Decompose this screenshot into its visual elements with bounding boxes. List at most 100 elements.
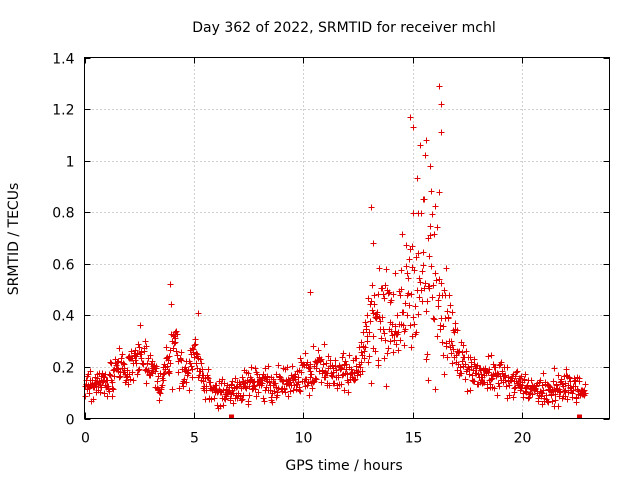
data-point (429, 211, 436, 218)
data-point (420, 262, 427, 269)
data-point (133, 353, 140, 360)
data-point (197, 356, 204, 363)
data-point (459, 349, 466, 356)
data-point (456, 348, 463, 355)
data-point (228, 381, 235, 388)
data-point (533, 383, 540, 390)
data-point (214, 402, 221, 409)
data-point (123, 374, 130, 381)
data-point (427, 163, 434, 170)
data-point (401, 342, 408, 349)
x-tick-label: 15 (405, 431, 423, 447)
data-point (463, 348, 470, 355)
data-point (555, 372, 562, 379)
data-point (426, 253, 433, 260)
data-point (296, 387, 303, 394)
data-point (501, 373, 508, 380)
data-point (412, 303, 419, 310)
data-point (397, 292, 404, 299)
data-point (410, 124, 417, 131)
data-point (552, 397, 559, 404)
data-point (195, 310, 202, 317)
data-point (394, 312, 401, 319)
data-point (280, 378, 287, 385)
data-point (193, 350, 200, 357)
data-point (385, 290, 392, 297)
data-point (462, 361, 469, 368)
data-point (393, 341, 400, 348)
data-point (281, 385, 288, 392)
data-point (381, 295, 388, 302)
data-point (414, 175, 421, 182)
data-point (399, 231, 406, 238)
data-point (492, 364, 499, 371)
x-tick-label: 5 (190, 431, 199, 447)
data-point (370, 333, 377, 340)
data-point (111, 373, 118, 380)
data-point (149, 358, 156, 365)
data-point (175, 369, 182, 376)
data-point (164, 363, 171, 370)
data-point (539, 382, 546, 389)
data-point (404, 312, 411, 319)
data-point (423, 356, 430, 363)
data-point (90, 396, 97, 403)
data-point (329, 373, 336, 380)
data-point (400, 309, 407, 316)
data-point (364, 312, 371, 319)
data-point (441, 287, 448, 294)
data-point (101, 390, 108, 397)
data-point (285, 393, 292, 400)
data-point (174, 352, 181, 359)
data-point (449, 309, 456, 316)
data-point (448, 350, 455, 357)
data-point (152, 368, 159, 375)
data-point (454, 367, 461, 374)
y-tick-label: 0 (66, 413, 75, 429)
data-point (403, 263, 410, 270)
data-point (309, 385, 316, 392)
data-point (190, 349, 197, 356)
data-point (395, 347, 402, 354)
data-point (561, 388, 568, 395)
data-point (438, 101, 445, 108)
data-point (380, 326, 387, 333)
data-point (439, 339, 446, 346)
data-point (553, 381, 560, 388)
data-point (260, 395, 267, 402)
data-point (506, 392, 513, 399)
data-point (332, 357, 339, 364)
data-point (174, 331, 181, 338)
data-point (109, 379, 116, 386)
data-point (420, 249, 427, 256)
data-point (251, 383, 258, 390)
data-point (219, 376, 226, 383)
data-point (259, 380, 266, 387)
data-point (566, 374, 573, 381)
data-point (313, 376, 320, 383)
data-point (425, 377, 432, 384)
data-point (245, 401, 252, 408)
data-point (300, 361, 307, 368)
data-point (392, 323, 399, 330)
data-point (110, 367, 117, 374)
data-point (434, 224, 441, 231)
data-point (494, 392, 501, 399)
data-point (363, 326, 370, 333)
data-point (345, 389, 352, 396)
data-point (371, 292, 378, 299)
data-point (232, 375, 239, 382)
data-point (107, 359, 114, 366)
data-point (405, 275, 412, 282)
data-point (582, 381, 589, 388)
data-point (464, 388, 471, 395)
data-point (220, 402, 227, 409)
data-point (449, 360, 456, 367)
data-point (109, 385, 116, 392)
data-point (383, 266, 390, 273)
y-tick-label: 0.8 (52, 206, 74, 222)
y-tick-label: 1.2 (52, 103, 74, 119)
data-point (141, 348, 148, 355)
data-point (556, 386, 563, 393)
